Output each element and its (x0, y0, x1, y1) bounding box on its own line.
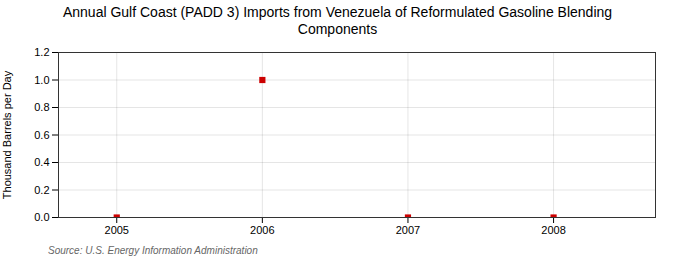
svg-text:1.2: 1.2 (34, 46, 49, 58)
svg-text:2008: 2008 (541, 224, 565, 236)
svg-text:2005: 2005 (105, 224, 129, 236)
svg-text:0.8: 0.8 (34, 101, 49, 113)
svg-text:0.0: 0.0 (34, 211, 49, 223)
svg-text:Thousand Barrels per Day: Thousand Barrels per Day (1, 70, 13, 199)
svg-text:0.4: 0.4 (34, 156, 49, 168)
svg-text:2007: 2007 (396, 224, 420, 236)
svg-text:1.0: 1.0 (34, 74, 49, 86)
html-text:Source: U.S. Energy Informatio: Source: U.S. Energy Information Administ… (48, 245, 258, 256)
svg-text:0.2: 0.2 (34, 184, 49, 196)
svg-text:0.6: 0.6 (34, 129, 49, 141)
html-text:Annual Gulf Coast (PADD 3) Imp: Annual Gulf Coast (PADD 3) Imports from … (62, 4, 613, 37)
svg-text:2006: 2006 (250, 224, 274, 236)
